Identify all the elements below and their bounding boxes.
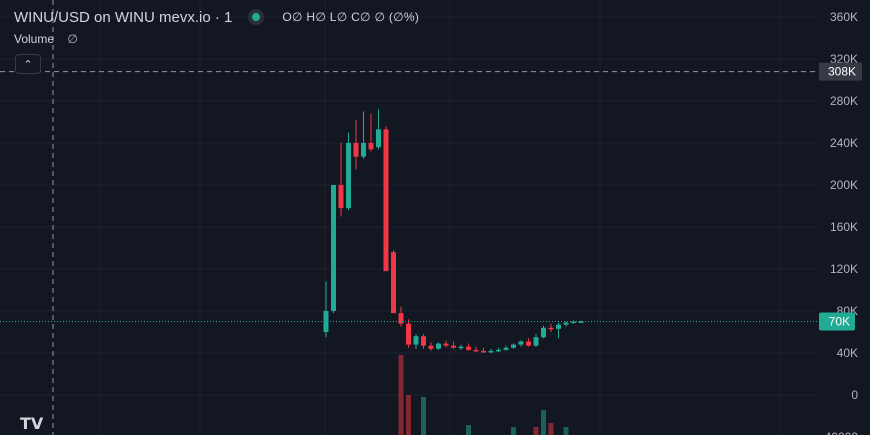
price-tick-label: 120K	[830, 262, 858, 276]
candle-body	[376, 129, 381, 148]
volume-legend: Volume ∅	[14, 32, 78, 46]
price-tick-label: 40K	[837, 346, 858, 360]
collapse-legend-button[interactable]: ⌃	[15, 54, 41, 74]
price-lines	[0, 71, 818, 322]
volume-bar	[563, 427, 569, 435]
candle-body	[503, 347, 509, 350]
candle-body	[346, 143, 351, 209]
price-tick-label: 240K	[830, 136, 858, 150]
price-tick-label: 280K	[830, 94, 858, 108]
crosshair-label-box	[819, 62, 862, 81]
candle-body	[361, 143, 366, 157]
volume-bar	[406, 395, 411, 435]
candle-body	[428, 345, 434, 349]
candle-body	[578, 321, 584, 323]
candle-body	[481, 350, 486, 353]
volume-bar	[548, 423, 554, 435]
volume-value: ∅	[67, 32, 78, 46]
candle-body	[563, 322, 569, 325]
candle-body	[496, 349, 501, 352]
price-tick-label: 320K	[830, 52, 858, 66]
candles	[323, 109, 584, 353]
price-tick-label: 0	[851, 388, 858, 402]
symbol-title[interactable]: WINU/USD on WINU mevx.io · 1	[14, 8, 233, 26]
candle-body	[556, 324, 561, 329]
price-tick-label: -40000	[821, 430, 859, 435]
candle-body	[353, 143, 359, 157]
candle-body	[338, 185, 344, 209]
price-tick-label: 200K	[830, 178, 858, 192]
price-tick-label: 160K	[830, 220, 858, 234]
tradingview-logo: TV	[20, 414, 44, 433]
volume-bar	[541, 410, 546, 435]
candle-body	[331, 185, 336, 311]
candle-body	[518, 341, 524, 345]
last-price-label-box	[819, 312, 855, 331]
candle-body	[436, 343, 441, 349]
chevron-up-icon: ⌃	[23, 58, 33, 71]
price-axis[interactable]: 360K320K280K240K200K160K120K80K40K0-4000…	[818, 0, 870, 435]
volume-label[interactable]: Volume	[14, 32, 55, 46]
candle-body	[488, 350, 494, 353]
volume-bar	[511, 427, 516, 435]
candle-body	[466, 346, 471, 350]
last-price-label: 70K	[829, 315, 850, 329]
candle-body	[526, 341, 531, 346]
volume-bar	[466, 425, 471, 435]
candle-body	[473, 349, 479, 352]
volume-bar	[533, 427, 539, 435]
chart-grid	[0, 0, 818, 435]
candle-body	[548, 327, 554, 330]
volume-bar	[398, 355, 404, 435]
candle-body	[533, 337, 539, 346]
candle-body	[398, 313, 404, 324]
candle-body	[443, 343, 449, 346]
candle-body	[406, 323, 411, 345]
symbol-header: WINU/USD on WINU mevx.io · 1 O∅ H∅ L∅ C∅…	[14, 7, 419, 27]
volume-bar	[421, 397, 426, 435]
crosshair-price-label: 308K	[828, 65, 856, 79]
market-status-icon	[248, 9, 265, 25]
volume-bars	[398, 355, 569, 435]
candle-body	[413, 336, 419, 345]
candle-body	[391, 252, 396, 314]
candle-body	[571, 321, 576, 323]
candle-body	[541, 327, 546, 338]
ohlc-values: O∅ H∅ L∅ C∅ ∅ (∅%)	[282, 10, 420, 24]
price-tick-label: 360K	[830, 10, 858, 24]
candle-body	[458, 346, 464, 349]
candle-body	[451, 345, 456, 348]
candle-body	[323, 311, 329, 332]
candle-body	[511, 344, 516, 348]
candle-body	[368, 143, 374, 150]
candle-body	[421, 336, 426, 346]
candle-body	[383, 129, 389, 272]
